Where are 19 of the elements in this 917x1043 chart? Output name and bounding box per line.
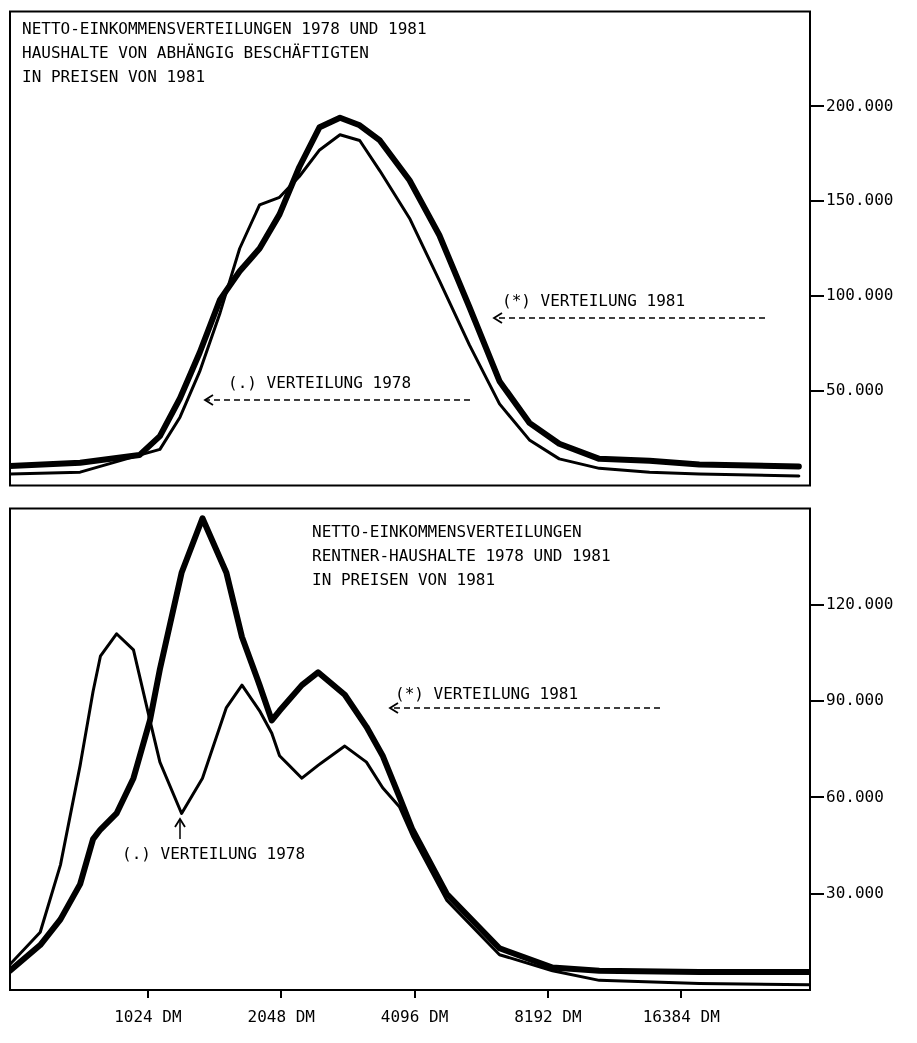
- legend-label: (.) VERTEILUNG 1978: [122, 844, 306, 863]
- text: NETTO-EINKOMMENSVERTEILUNGEN 1978 UND 1981 HAUSHALTE VON ABHÄNGIG BESCHÄFTIGTEN IN PREISEN VON 1981: [22, 19, 427, 86]
- y-tick-label: 150.000: [826, 190, 894, 210]
- y-tick-label: 100.000: [826, 285, 894, 305]
- x-tick-label: 16384 DM: [642, 1006, 720, 1026]
- x-tick-label: 4096 DM: [380, 1006, 449, 1026]
- text: (*) VERTEILUNG 1981: [395, 684, 579, 703]
- y-tick-label: 60.000: [826, 786, 884, 806]
- y-tick-label: 50.000: [826, 379, 884, 399]
- y-tick-label: 30.000: [826, 882, 884, 902]
- y-tick-label: 120.000: [826, 594, 894, 614]
- y-tick-label: 200.000: [826, 95, 894, 115]
- y-tick-label: 90.000: [826, 690, 884, 710]
- x-tick-label: 2048 DM: [247, 1006, 315, 1026]
- x-tick-label: 1024 DM: [114, 1006, 182, 1026]
- series-label: (.) VERTEILUNG 1978: [228, 373, 412, 392]
- series-label: (*) VERTEILUNG 1981: [502, 291, 686, 310]
- text: NETTO-EINKOMMENSVERTEILUNGEN RENTNER-HAUSHALTE 1978 UND 1981 IN PREISEN VON 1981: [312, 522, 611, 589]
- x-tick-label: 8192 DM: [514, 1006, 582, 1026]
